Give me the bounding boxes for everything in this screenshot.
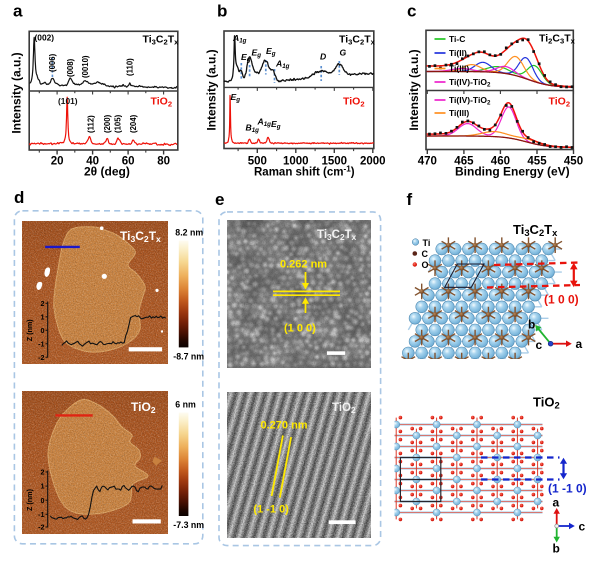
svg-text:2000: 2000 [360, 156, 386, 168]
svg-text:1500: 1500 [322, 156, 348, 168]
svg-text:TiO2​: TiO2​ [151, 96, 173, 109]
svg-text:(006): (006) [48, 53, 57, 72]
svg-text:Ti3​C2​Tx​: Ti3​C2​Tx​ [317, 229, 357, 242]
svg-text:500: 500 [248, 156, 267, 168]
svg-text:450: 450 [564, 156, 583, 168]
svg-text:c: c [407, 2, 416, 21]
svg-text:-2: -2 [38, 353, 44, 362]
svg-text:-2: -2 [38, 523, 44, 532]
svg-text:c: c [579, 520, 586, 534]
svg-text:a: a [13, 2, 23, 21]
svg-text:460: 460 [491, 156, 510, 168]
svg-text:TiO2​: TiO2​ [131, 400, 156, 415]
svg-text:(1 0 0): (1 0 0) [284, 323, 316, 335]
svg-text:(112): (112) [86, 115, 95, 133]
svg-text:6 nm: 6 nm [175, 400, 196, 410]
svg-text:455: 455 [527, 156, 547, 168]
svg-text:Intensity (a.u.): Intensity (a.u.) [407, 49, 421, 130]
svg-text:c: c [536, 338, 543, 352]
svg-text:0.262 nm: 0.262 nm [280, 259, 327, 271]
svg-text:O: O [422, 260, 429, 270]
svg-text:0: 0 [41, 496, 45, 505]
svg-text:Ti(III): Ti(III) [449, 108, 469, 118]
svg-text:Raman shift (cm-1): Raman shift (cm-1) [254, 165, 355, 179]
svg-text:G: G [340, 48, 347, 58]
svg-text:(1 -1 0): (1 -1 0) [548, 482, 587, 496]
svg-text:20: 20 [51, 156, 64, 168]
svg-text:Z (nm): Z (nm) [25, 488, 34, 511]
svg-text:(101): (101) [58, 96, 78, 106]
svg-text:Ti(III): Ti(III) [449, 64, 469, 74]
svg-text:1: 1 [41, 312, 45, 321]
svg-text:Z (nm): Z (nm) [25, 319, 34, 342]
svg-text:8.2 nm: 8.2 nm [175, 228, 203, 238]
svg-text:Intensity (a.u.): Intensity (a.u.) [205, 49, 219, 130]
svg-text:Ti3​C2​Tx​: Ti3​C2​Tx​ [513, 222, 558, 238]
svg-text:a: a [576, 337, 583, 351]
svg-text:40: 40 [86, 156, 99, 168]
svg-text:b: b [553, 542, 560, 556]
svg-text:470: 470 [418, 156, 437, 168]
svg-text:80: 80 [157, 156, 170, 168]
svg-text:1: 1 [41, 482, 45, 491]
svg-text:a: a [553, 496, 560, 510]
svg-text:d: d [14, 188, 24, 207]
svg-text:Ti(IV)-TiO2: Ti(IV)-TiO2 [449, 95, 491, 107]
svg-text:B1g: B1g [246, 123, 260, 135]
svg-text:TiO2​: TiO2​ [332, 402, 356, 415]
svg-text:Intensity (a.u.): Intensity (a.u.) [10, 52, 24, 133]
svg-text:0: 0 [41, 326, 45, 335]
svg-text:C: C [422, 249, 429, 259]
svg-text:A1g: A1g [232, 33, 247, 45]
svg-text:(002): (002) [35, 33, 55, 43]
svg-text:(1 -1 0): (1 -1 0) [253, 504, 289, 516]
svg-text:Binding Energy (eV): Binding Energy (eV) [455, 165, 570, 179]
svg-text:TiO2​: TiO2​ [343, 96, 365, 109]
svg-text:1000: 1000 [283, 156, 309, 168]
svg-text:Eg: Eg [231, 92, 241, 104]
svg-text:(008): (008) [66, 58, 75, 77]
svg-text:-7.3 nm: -7.3 nm [173, 520, 204, 530]
svg-text:-8.7 nm: -8.7 nm [173, 351, 204, 361]
svg-text:2: 2 [41, 299, 45, 308]
svg-text:Eg: Eg [266, 46, 276, 58]
svg-text:f: f [407, 190, 413, 209]
svg-text:-1: -1 [38, 510, 44, 519]
svg-text:465: 465 [454, 156, 474, 168]
svg-text:2θ (deg): 2θ (deg) [84, 165, 130, 179]
svg-text:TiO2​: TiO2​ [549, 96, 571, 109]
svg-text:Ti(II): Ti(II) [449, 48, 467, 58]
svg-text:(200): (200) [103, 114, 112, 133]
svg-text:(1 0 0): (1 0 0) [544, 293, 579, 307]
svg-text:-1: -1 [38, 339, 44, 348]
svg-text:2: 2 [41, 468, 45, 477]
svg-text:A1g: A1g [257, 117, 272, 129]
svg-text:(204): (204) [129, 114, 138, 133]
svg-text:A1g: A1g [275, 59, 290, 71]
svg-text:b: b [217, 2, 227, 21]
svg-text:(0010): (0010) [81, 55, 90, 78]
svg-text:TiO2​: TiO2​ [533, 395, 560, 411]
svg-text:0.270 nm: 0.270 nm [261, 420, 308, 432]
svg-text:Eg: Eg [241, 52, 251, 64]
svg-text:Ti2​C3​Tx​: Ti2​C3​Tx​ [539, 33, 576, 46]
svg-text:D: D [320, 52, 326, 62]
svg-text:Ti: Ti [423, 238, 431, 248]
svg-text:Eg: Eg [252, 48, 262, 60]
svg-text:b: b [528, 318, 535, 332]
svg-text:Ti3​C2​Tx​: Ti3​C2​Tx​ [339, 34, 376, 47]
svg-text:60: 60 [122, 156, 135, 168]
svg-text:Ti(IV)-TiO2: Ti(IV)-TiO2 [449, 77, 491, 89]
svg-text:(105): (105) [114, 114, 123, 133]
svg-text:Eg: Eg [271, 119, 281, 131]
svg-text:Ti3​C2​Tx​: Ti3​C2​Tx​ [120, 229, 161, 244]
svg-text:Ti3​C2​Tx​: Ti3​C2​Tx​ [143, 34, 180, 47]
svg-text:e: e [215, 190, 224, 209]
svg-text:(110): (110) [126, 58, 135, 76]
svg-text:Ti-C: Ti-C [449, 34, 465, 44]
